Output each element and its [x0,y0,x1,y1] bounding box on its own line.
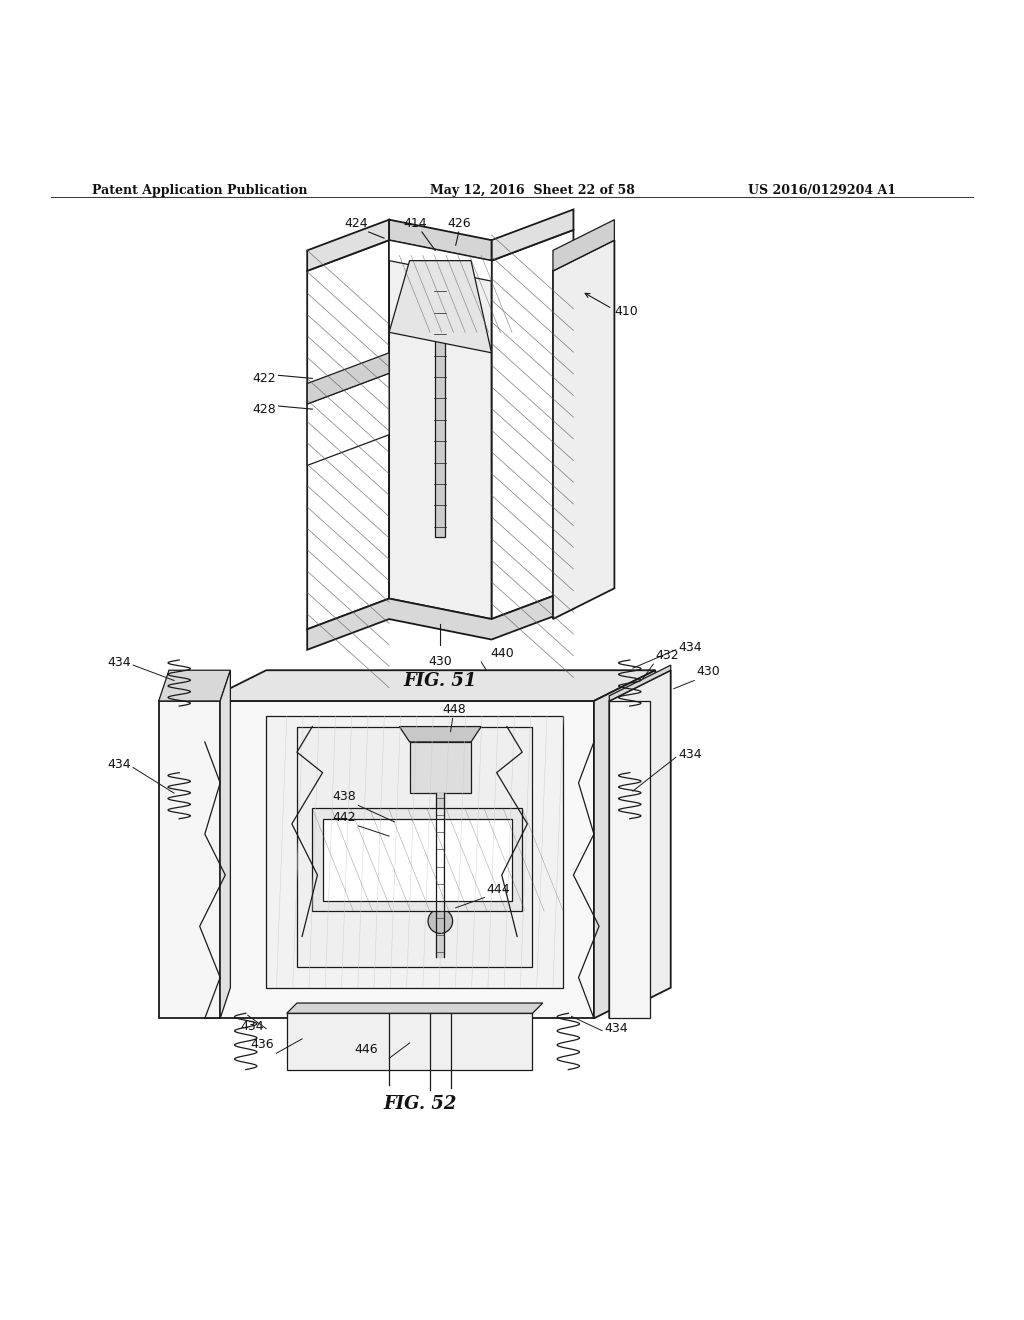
Polygon shape [389,260,492,352]
Text: 438: 438 [333,791,356,804]
Polygon shape [553,219,614,271]
Text: Patent Application Publication: Patent Application Publication [92,183,307,197]
Polygon shape [425,265,456,276]
Text: 430: 430 [428,655,453,668]
Text: 436: 436 [251,1038,274,1051]
Polygon shape [159,701,220,1019]
Polygon shape [287,1014,532,1069]
Polygon shape [609,701,650,1019]
Text: 434: 434 [604,1022,628,1035]
Text: 448: 448 [442,704,466,717]
Text: 422: 422 [253,372,276,385]
Polygon shape [609,671,671,1019]
Polygon shape [205,671,655,701]
Text: 410: 410 [614,305,638,318]
Text: 414: 414 [402,216,427,230]
Text: 428: 428 [253,403,276,416]
Polygon shape [159,671,230,701]
Polygon shape [553,240,614,619]
Polygon shape [492,210,573,260]
Text: 424: 424 [344,216,369,230]
Polygon shape [594,671,655,1019]
Text: 446: 446 [354,1043,379,1056]
Text: 432: 432 [655,649,679,663]
Polygon shape [435,271,445,537]
Text: 444: 444 [486,883,510,895]
Polygon shape [287,1003,543,1014]
Polygon shape [410,742,471,793]
Polygon shape [492,230,573,619]
Text: 440: 440 [489,647,514,660]
Text: 442: 442 [333,810,356,824]
Text: US 2016/0129204 A1: US 2016/0129204 A1 [748,183,896,197]
Polygon shape [389,219,492,260]
Circle shape [428,909,453,933]
Polygon shape [307,589,573,649]
Polygon shape [609,665,671,701]
Polygon shape [266,717,563,987]
Polygon shape [297,726,532,968]
Polygon shape [307,219,389,271]
Text: 426: 426 [446,216,471,230]
Text: 434: 434 [108,758,131,771]
Polygon shape [205,701,594,1019]
Text: 434: 434 [678,642,701,655]
Text: 434: 434 [241,1020,264,1034]
Polygon shape [307,352,389,404]
Polygon shape [307,374,389,466]
Polygon shape [399,726,481,742]
Text: 430: 430 [696,665,720,678]
Polygon shape [220,671,230,1019]
Polygon shape [312,808,522,911]
Text: 434: 434 [108,656,131,668]
Text: FIG. 52: FIG. 52 [383,1096,457,1113]
Polygon shape [307,240,389,630]
Polygon shape [323,818,512,900]
Text: 434: 434 [678,747,701,760]
Text: May 12, 2016  Sheet 22 of 58: May 12, 2016 Sheet 22 of 58 [430,183,635,197]
Polygon shape [389,240,492,619]
Polygon shape [389,240,492,281]
Text: FIG. 51: FIG. 51 [403,672,477,690]
